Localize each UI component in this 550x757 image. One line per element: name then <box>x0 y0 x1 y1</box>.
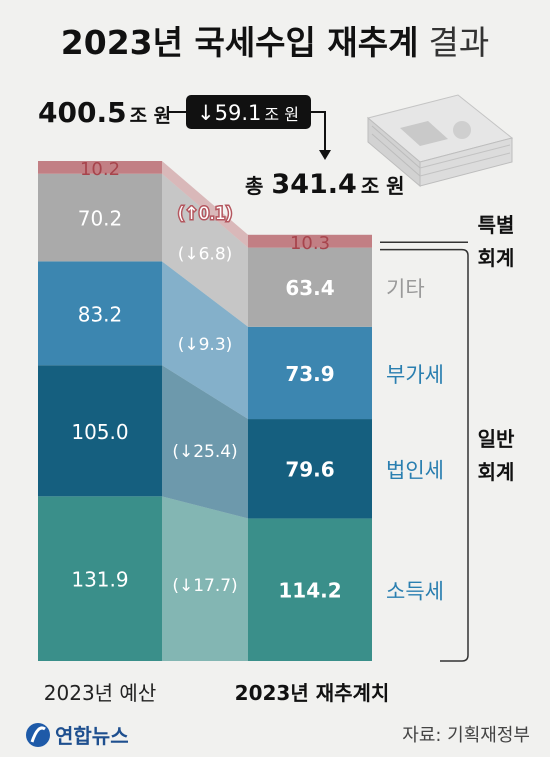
bar-reestimate-1 <box>248 518 372 661</box>
bar-budget-4 <box>38 173 162 262</box>
bar-reestimate-5 <box>248 234 372 248</box>
group-label-special-2: 회계 <box>478 246 515 270</box>
change-label-3: (↓9.3) <box>178 335 233 355</box>
group-label-general-1: 일반 <box>478 427 515 451</box>
general-account-bracket <box>380 248 469 662</box>
value-label-budget-5: 10.2 <box>80 159 120 180</box>
value-label-budget-3: 83.2 <box>78 302 123 326</box>
bar-reestimate-3 <box>248 326 372 420</box>
diff-label: ↓59.1 조 원 <box>197 101 299 125</box>
value-label-reestimate-3: 73.9 <box>285 362 334 386</box>
value-label-reestimate-5: 10.3 <box>290 233 330 254</box>
chart-title-suffix: 결과 <box>428 23 489 62</box>
category-label-budget: 2023년 예산 <box>44 681 156 705</box>
logo-mark-icon <box>26 723 50 747</box>
value-label-reestimate-2: 79.6 <box>285 458 334 482</box>
yonhap-logo: 연합뉴스 <box>26 723 129 748</box>
chart-title: 2023년 국세수입 재추계 결과 <box>61 23 489 62</box>
source-label: 자료: 기획재정부 <box>402 725 530 746</box>
connector-band-1 <box>162 496 248 661</box>
value-label-reestimate-1: 114.2 <box>278 579 341 603</box>
money-bundle-icon <box>366 94 514 188</box>
value-label-budget-2: 105.0 <box>71 420 128 444</box>
bar-budget-5 <box>38 161 162 174</box>
change-label-4: (↓6.8) <box>178 244 233 264</box>
group-label-special-1: 특별 <box>478 213 515 237</box>
connector-band-4 <box>162 173 248 327</box>
chart-title-main: 2023년 국세수입 재추계 <box>61 23 419 62</box>
series-name-1: 소득세 <box>386 580 444 604</box>
diff-arrow-line <box>311 111 326 152</box>
value-label-budget-1: 131.9 <box>71 568 128 592</box>
bar-budget-3 <box>38 261 162 366</box>
total-budget: 400.5 조 원 <box>38 96 171 129</box>
category-label-reestimate: 2023년 재추계치 <box>235 681 390 705</box>
value-label-budget-4: 70.2 <box>78 207 123 231</box>
change-label-5: (↑0.1) <box>178 204 233 224</box>
group-label-general-2: 회계 <box>478 460 515 484</box>
bar-reestimate-4 <box>248 247 372 327</box>
series-name-4: 기타 <box>386 277 425 301</box>
value-label-reestimate-4: 63.4 <box>285 276 334 300</box>
logo-swoosh-icon <box>30 726 46 743</box>
connector-band-5 <box>162 161 248 248</box>
bar-budget-2 <box>38 365 162 497</box>
diff-badge <box>186 95 311 129</box>
logo-text: 연합뉴스 <box>55 724 129 748</box>
change-label-2: (↓25.4) <box>172 442 237 462</box>
bar-budget-1 <box>38 496 162 661</box>
bar-reestimate-2 <box>248 419 372 519</box>
change-label-1: (↓17.7) <box>172 576 237 596</box>
connector-band-2 <box>162 365 248 519</box>
diff-arrow-head <box>319 150 331 160</box>
connector-band-3 <box>162 261 248 420</box>
total-reestimate: 총 341.4 조 원 <box>245 169 405 200</box>
series-name-2: 법인세 <box>386 459 444 483</box>
series-name-3: 부가세 <box>386 363 444 387</box>
